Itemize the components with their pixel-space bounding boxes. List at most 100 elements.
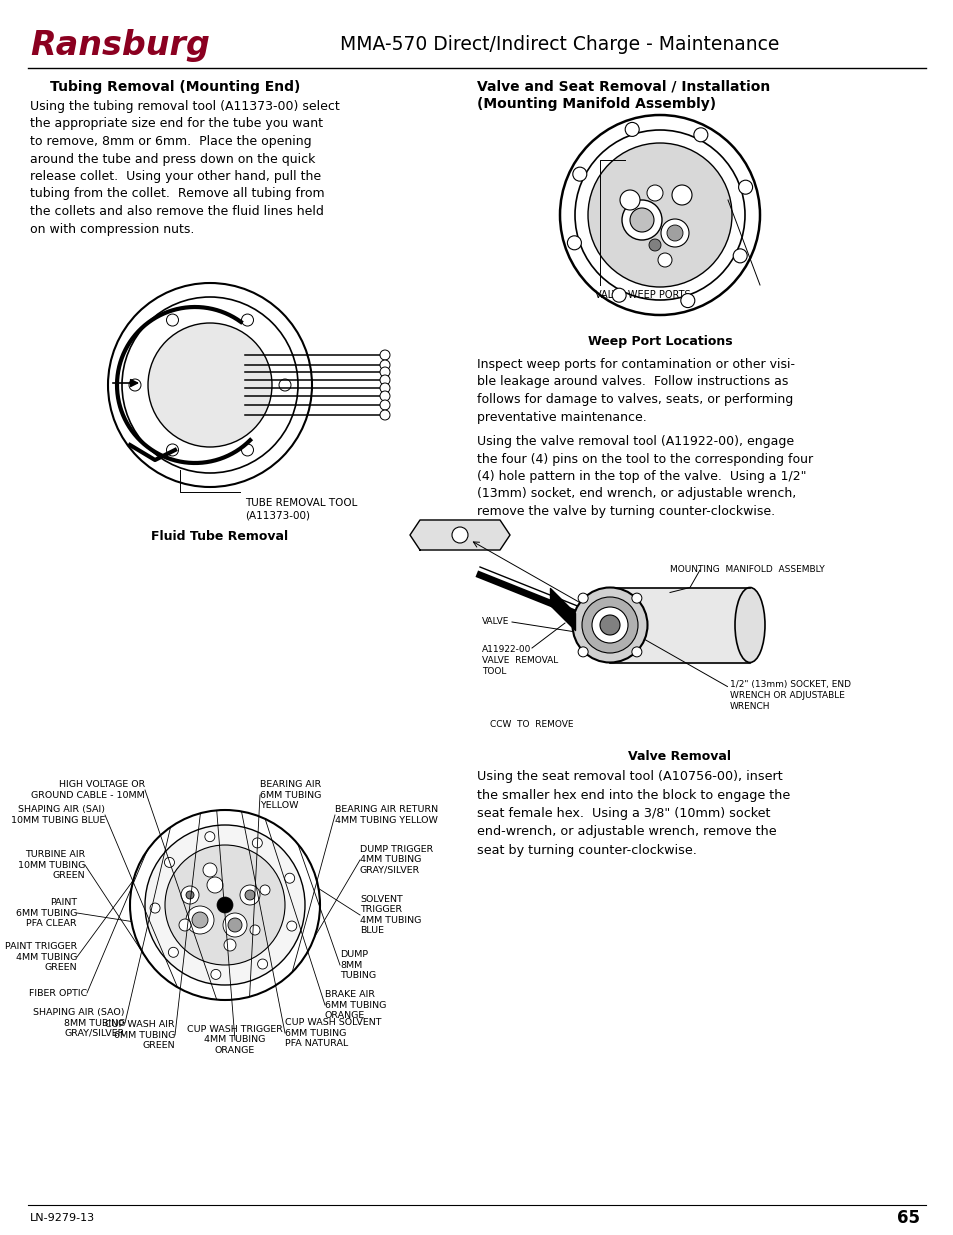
- Circle shape: [224, 939, 235, 951]
- Circle shape: [241, 314, 253, 326]
- Circle shape: [578, 593, 587, 603]
- Circle shape: [572, 167, 586, 182]
- Circle shape: [587, 143, 731, 287]
- Text: SHAPING AIR (SAI)
10MM TUBING BLUE: SHAPING AIR (SAI) 10MM TUBING BLUE: [10, 805, 105, 825]
- Circle shape: [624, 122, 639, 136]
- Polygon shape: [410, 520, 510, 550]
- Circle shape: [379, 375, 390, 385]
- Circle shape: [621, 200, 661, 240]
- Text: HIGH VOLTAGE OR
GROUND CABLE - 10MM: HIGH VOLTAGE OR GROUND CABLE - 10MM: [31, 781, 145, 799]
- Circle shape: [559, 115, 760, 315]
- Text: 65: 65: [896, 1209, 919, 1228]
- Circle shape: [693, 127, 707, 142]
- Circle shape: [658, 253, 671, 267]
- Circle shape: [379, 391, 390, 401]
- Circle shape: [284, 873, 294, 883]
- Circle shape: [207, 877, 223, 893]
- Text: CUP WASH SOLVENT
6MM TUBING
PFA NATURAL: CUP WASH SOLVENT 6MM TUBING PFA NATURAL: [285, 1019, 381, 1047]
- Circle shape: [145, 825, 305, 986]
- Circle shape: [666, 225, 682, 241]
- Circle shape: [379, 359, 390, 370]
- Circle shape: [216, 897, 233, 913]
- Text: BEARING AIR
6MM TUBING
YELLOW: BEARING AIR 6MM TUBING YELLOW: [260, 781, 321, 810]
- Circle shape: [250, 925, 260, 935]
- Text: 1/2" (13mm) SOCKET, END
WRENCH OR ADJUSTABLE
WRENCH: 1/2" (13mm) SOCKET, END WRENCH OR ADJUST…: [729, 680, 850, 711]
- Circle shape: [629, 207, 654, 232]
- Circle shape: [169, 947, 178, 957]
- Circle shape: [379, 367, 390, 377]
- Text: Valve Removal: Valve Removal: [628, 750, 731, 763]
- Text: PAINT TRIGGER
4MM TUBING
GREEN: PAINT TRIGGER 4MM TUBING GREEN: [5, 942, 77, 972]
- Circle shape: [631, 593, 641, 603]
- Circle shape: [211, 969, 221, 979]
- Text: CUP WASH TRIGGER
4MM TUBING
ORANGE: CUP WASH TRIGGER 4MM TUBING ORANGE: [187, 1025, 283, 1055]
- Text: MOUNTING  MANIFOLD  ASSEMBLY: MOUNTING MANIFOLD ASSEMBLY: [669, 564, 824, 574]
- Circle shape: [592, 606, 627, 643]
- Circle shape: [578, 647, 587, 657]
- Text: Inspect weep ports for contamination or other visi-
ble leakage around valves.  : Inspect weep ports for contamination or …: [476, 358, 794, 424]
- Circle shape: [287, 921, 296, 931]
- Text: DUMP TRIGGER
4MM TUBING
GRAY/SILVER: DUMP TRIGGER 4MM TUBING GRAY/SILVER: [359, 846, 433, 874]
- Text: LN-9279-13: LN-9279-13: [30, 1213, 95, 1223]
- Circle shape: [680, 294, 694, 308]
- Circle shape: [179, 919, 191, 931]
- Circle shape: [278, 379, 291, 391]
- Circle shape: [240, 885, 260, 905]
- Text: BEARING AIR RETURN
4MM TUBING YELLOW: BEARING AIR RETURN 4MM TUBING YELLOW: [335, 805, 437, 825]
- Circle shape: [241, 443, 253, 456]
- Circle shape: [572, 588, 647, 662]
- Circle shape: [671, 185, 691, 205]
- Text: FIBER OPTIC: FIBER OPTIC: [29, 988, 87, 998]
- Text: MMA-570 Direct/Indirect Charge - Maintenance: MMA-570 Direct/Indirect Charge - Mainten…: [340, 36, 779, 54]
- Text: Using the tubing removal tool (A11373-00) select
the appropriate size end for th: Using the tubing removal tool (A11373-00…: [30, 100, 339, 236]
- Circle shape: [130, 810, 319, 1000]
- Text: VALVE WEEP PORTS: VALVE WEEP PORTS: [595, 290, 690, 300]
- Circle shape: [252, 837, 262, 848]
- Text: BRAKE AIR
6MM TUBING
ORANGE: BRAKE AIR 6MM TUBING ORANGE: [325, 990, 386, 1020]
- Text: CCW  TO  REMOVE: CCW TO REMOVE: [490, 720, 573, 729]
- Circle shape: [167, 443, 178, 456]
- Text: (Mounting Manifold Assembly): (Mounting Manifold Assembly): [476, 98, 716, 111]
- Text: SOLVENT
TRIGGER
4MM TUBING
BLUE: SOLVENT TRIGGER 4MM TUBING BLUE: [359, 895, 421, 935]
- Circle shape: [245, 890, 254, 900]
- Circle shape: [203, 863, 216, 877]
- Circle shape: [733, 249, 746, 263]
- Circle shape: [150, 903, 160, 913]
- Circle shape: [612, 288, 625, 303]
- Text: CUP WASH AIR
6MM TUBING
GREEN: CUP WASH AIR 6MM TUBING GREEN: [105, 1020, 174, 1050]
- Circle shape: [660, 219, 688, 247]
- Text: SHAPING AIR (SAO)
8MM TUBING
GRAY/SILVER: SHAPING AIR (SAO) 8MM TUBING GRAY/SILVER: [33, 1009, 125, 1037]
- Text: TUBE REMOVAL TOOL
(A11373-00): TUBE REMOVAL TOOL (A11373-00): [245, 498, 357, 520]
- Text: Fluid Tube Removal: Fluid Tube Removal: [152, 530, 288, 543]
- Text: Tubing Removal (Mounting End): Tubing Removal (Mounting End): [50, 80, 300, 94]
- Circle shape: [192, 911, 208, 927]
- Circle shape: [186, 906, 213, 934]
- Circle shape: [452, 527, 468, 543]
- Text: Using the seat removal tool (A10756-00), insert
the smaller hex end into the blo: Using the seat removal tool (A10756-00),…: [476, 769, 789, 857]
- Text: Valve and Seat Removal / Installation: Valve and Seat Removal / Installation: [476, 80, 769, 94]
- Circle shape: [122, 296, 297, 473]
- Circle shape: [599, 615, 619, 635]
- Circle shape: [581, 597, 638, 653]
- Circle shape: [108, 283, 312, 487]
- Text: Using the valve removal tool (A11922-00), engage
the four (4) pins on the tool t: Using the valve removal tool (A11922-00)…: [476, 435, 812, 517]
- Circle shape: [379, 400, 390, 410]
- Circle shape: [379, 350, 390, 359]
- Circle shape: [648, 240, 660, 251]
- Circle shape: [129, 379, 141, 391]
- Circle shape: [631, 647, 641, 657]
- Text: A11922-00
VALVE  REMOVAL
TOOL: A11922-00 VALVE REMOVAL TOOL: [481, 645, 558, 677]
- Circle shape: [167, 314, 178, 326]
- Text: TURBINE AIR
10MM TUBING
GREEN: TURBINE AIR 10MM TUBING GREEN: [17, 851, 85, 879]
- Circle shape: [181, 885, 199, 904]
- Circle shape: [738, 180, 752, 194]
- Circle shape: [165, 845, 285, 965]
- Circle shape: [567, 236, 580, 249]
- Circle shape: [619, 190, 639, 210]
- Circle shape: [575, 130, 744, 300]
- Text: Ransburg: Ransburg: [30, 28, 210, 62]
- Text: DUMP
8MM
TUBING: DUMP 8MM TUBING: [339, 951, 375, 979]
- Ellipse shape: [734, 588, 764, 662]
- Circle shape: [148, 324, 272, 447]
- Circle shape: [257, 960, 268, 969]
